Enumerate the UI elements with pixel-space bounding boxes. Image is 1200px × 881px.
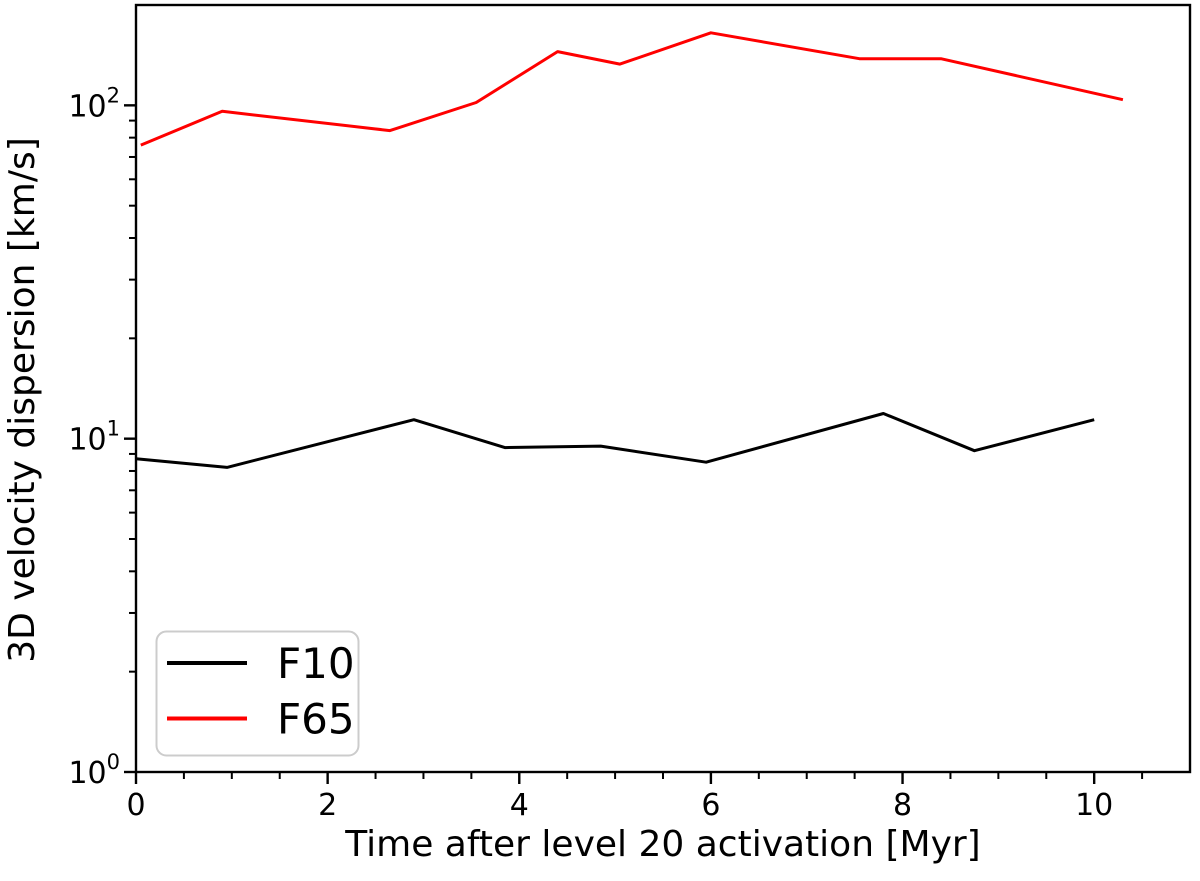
x-tick-label: 10 [1075,788,1113,823]
x-tick-label: 6 [701,788,720,823]
x-tick-label: 8 [893,788,912,823]
y-tick-label: 102 [68,83,120,124]
x-tick-label: 0 [126,788,145,823]
y-tick-label-exponent: 0 [107,750,120,774]
y-axis-label: 3D velocity dispersion [km/s] [2,137,43,663]
y-tick-label-base: 10 [68,423,106,458]
legend-label: F65 [277,695,355,744]
x-tick-label: 2 [318,788,337,823]
x-tick-label: 4 [510,788,529,823]
y-tick-label-exponent: 1 [107,417,120,441]
y-tick-label-base: 10 [68,89,106,124]
series-line-f10 [135,412,1095,469]
y-tick-label: 101 [68,417,120,458]
y-tick-label-base: 10 [68,756,106,791]
legend-label: F10 [277,639,355,688]
y-tick-label-exponent: 2 [107,83,120,107]
x-axis-label: Time after level 20 activation [Myr] [344,824,980,865]
series-line-f65 [140,31,1124,147]
y-tick-label: 100 [68,750,120,791]
